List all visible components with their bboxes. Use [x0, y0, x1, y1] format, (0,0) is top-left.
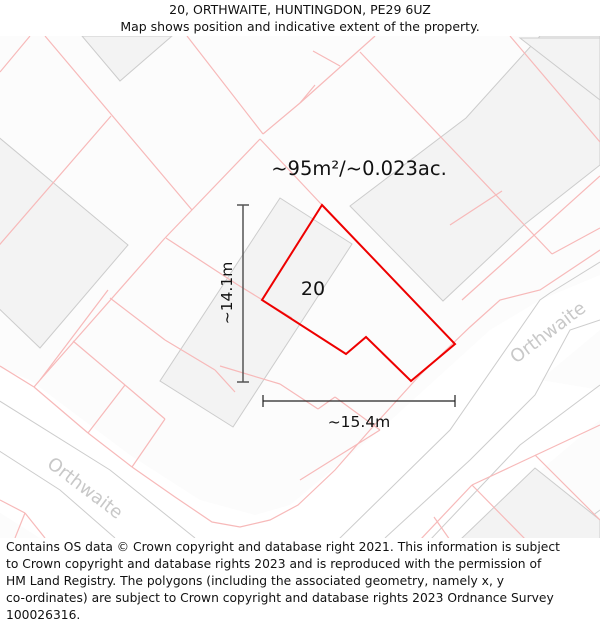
map-header: 20, ORTHWAITE, HUNTINGDON, PE29 6UZ Map … — [0, 0, 600, 37]
parcel-boundaries — [0, 36, 600, 538]
area-label: ~95m²/~0.023ac. — [271, 157, 447, 180]
copyright-notice: Contains OS data © Crown copyright and d… — [6, 539, 598, 624]
building — [461, 467, 600, 538]
map-subtitle: Map shows position and indicative extent… — [120, 19, 480, 34]
height-measure-label: ~14.1m — [218, 262, 236, 325]
building — [0, 137, 129, 349]
road-orthwaite-lower — [0, 275, 600, 538]
property-map[interactable]: Orthwaite Orthwaite ~14.1m ~15.4m ~95m²/… — [0, 36, 600, 538]
buildings — [0, 36, 600, 538]
property-address-title: 20, ORTHWAITE, HUNTINGDON, PE29 6UZ — [169, 2, 431, 17]
building — [159, 197, 353, 428]
property-boundary[interactable] — [260, 203, 457, 383]
copyright-line: HM Land Registry. The polygons (includin… — [6, 574, 505, 588]
building — [518, 37, 600, 101]
building — [81, 36, 173, 82]
copyright-line: Contains OS data © Crown copyright and d… — [6, 540, 560, 554]
copyright-line: to Crown copyright and database rights 2… — [6, 557, 542, 571]
height-measure-line — [237, 204, 249, 383]
building — [349, 36, 600, 302]
copyright-line: co-ordinates) are subject to Crown copyr… — [6, 591, 554, 605]
width-measure-line — [262, 395, 456, 407]
width-measure-label: ~15.4m — [328, 413, 391, 431]
copyright-line: 100026316. — [6, 608, 81, 622]
plot-number-label: 20 — [301, 278, 325, 300]
